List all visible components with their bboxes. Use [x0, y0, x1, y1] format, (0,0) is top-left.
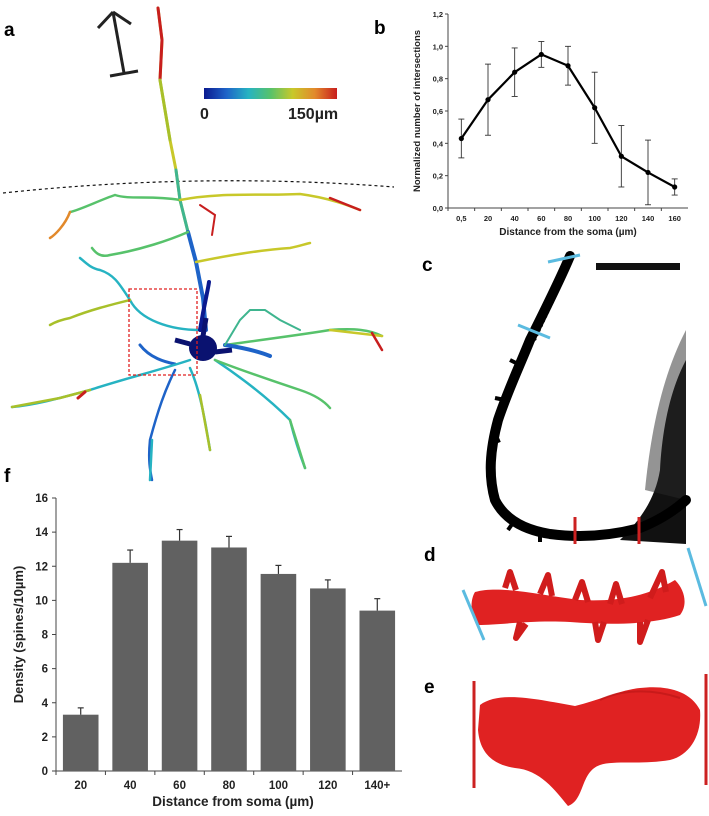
y-tick-label: 1,2 — [433, 10, 443, 19]
y-axis-label: Density (spines/10µm) — [11, 566, 26, 704]
y-tick-label: 8 — [42, 630, 49, 642]
y-tick-label: 0,2 — [433, 172, 443, 181]
blue-cut-marker-top — [547, 253, 581, 264]
data-point — [618, 153, 624, 159]
panel-label-a: a — [4, 20, 15, 41]
x-tick-label: 40 — [510, 214, 518, 223]
colorbar — [204, 88, 337, 99]
x-tick-label: 20 — [74, 780, 87, 792]
x-tick-label: 20 — [484, 214, 492, 223]
panel-label-c: c — [422, 255, 433, 276]
y-tick-label: 16 — [35, 493, 48, 505]
x-tick-label: 80 — [564, 214, 572, 223]
spine-density-bar-chart: 0 2 4 6 8 10 12 14 16 20 40 60 80 100 120 140+ Density (… — [11, 493, 402, 809]
data-point — [645, 169, 651, 176]
x-tick-label: 120 — [318, 780, 337, 792]
panel-label-b: b — [374, 18, 386, 39]
bar — [161, 540, 198, 771]
dendrite-3d-smooth — [472, 674, 708, 806]
x-tick-label: 120 — [615, 214, 628, 223]
dendrite-micrograph — [438, 251, 691, 544]
bar — [62, 714, 99, 771]
panel-label-e: e — [424, 677, 435, 698]
y-tick-label: 12 — [35, 561, 48, 573]
blue-cut-marker-bottom — [517, 323, 551, 340]
intersections-line-chart: 0,0 0,2 0,4 0,6 0,8 1,0 1,2 0,5 20 40 60 80 100 120 14… — [412, 10, 688, 238]
data-point — [672, 184, 678, 190]
x-axis-label: Distance from the soma (µm) — [499, 227, 636, 238]
y-tick-label: 14 — [35, 527, 48, 539]
x-tick-label: 80 — [223, 780, 236, 792]
data-point — [565, 63, 571, 69]
orientation-arrow-icon — [96, 10, 139, 78]
data-point — [592, 105, 598, 111]
panel-label-f: f — [4, 466, 11, 487]
neuron-reconstruction: 0 150µm — [2, 6, 395, 482]
y-tick-label: 0,4 — [433, 139, 444, 148]
x-tick-label: 160 — [668, 214, 681, 223]
y-tick-label: 4 — [42, 698, 49, 710]
y-tick-label: 2 — [42, 732, 48, 744]
dendrite-tree — [10, 6, 384, 482]
y-tick-label: 0,6 — [433, 107, 443, 116]
colorbar-max-label: 150µm — [288, 106, 338, 123]
x-axis-label: Distance from soma (µm) — [152, 794, 314, 809]
x-tick-label: 60 — [173, 780, 186, 792]
colorbar-min-label: 0 — [200, 106, 209, 123]
data-point — [512, 69, 518, 75]
bar — [211, 547, 247, 771]
y-tick-label: 10 — [35, 595, 48, 607]
panel-label-d: d — [424, 545, 436, 566]
y-tick-label: 0,8 — [433, 75, 443, 84]
pia-boundary-line — [2, 180, 395, 194]
inset-region-box — [128, 288, 198, 376]
x-tick-label: 100 — [269, 780, 288, 792]
x-tick-label: 40 — [124, 780, 137, 792]
data-point — [485, 97, 491, 103]
y-tick-label: 1,0 — [433, 42, 443, 51]
dendrite-3d-spiny — [461, 547, 708, 645]
y-axis-label: Normalized number of intersections — [412, 30, 423, 192]
soma — [189, 335, 217, 361]
bar — [310, 588, 346, 771]
x-tick-label: 60 — [537, 214, 545, 223]
y-tick-label: 0 — [42, 766, 48, 778]
y-tick-label: 6 — [42, 664, 48, 676]
y-tick-label: 0,0 — [433, 204, 443, 213]
x-tick-label: 140+ — [364, 780, 390, 792]
data-point — [458, 135, 464, 142]
x-tick-label: 0,5 — [456, 214, 466, 223]
bar — [260, 573, 297, 771]
bar — [359, 610, 396, 771]
x-tick-label: 140 — [642, 214, 655, 223]
x-tick-label: 100 — [588, 214, 601, 223]
data-point — [538, 51, 544, 58]
bar — [112, 562, 148, 771]
scale-bar — [596, 263, 680, 270]
